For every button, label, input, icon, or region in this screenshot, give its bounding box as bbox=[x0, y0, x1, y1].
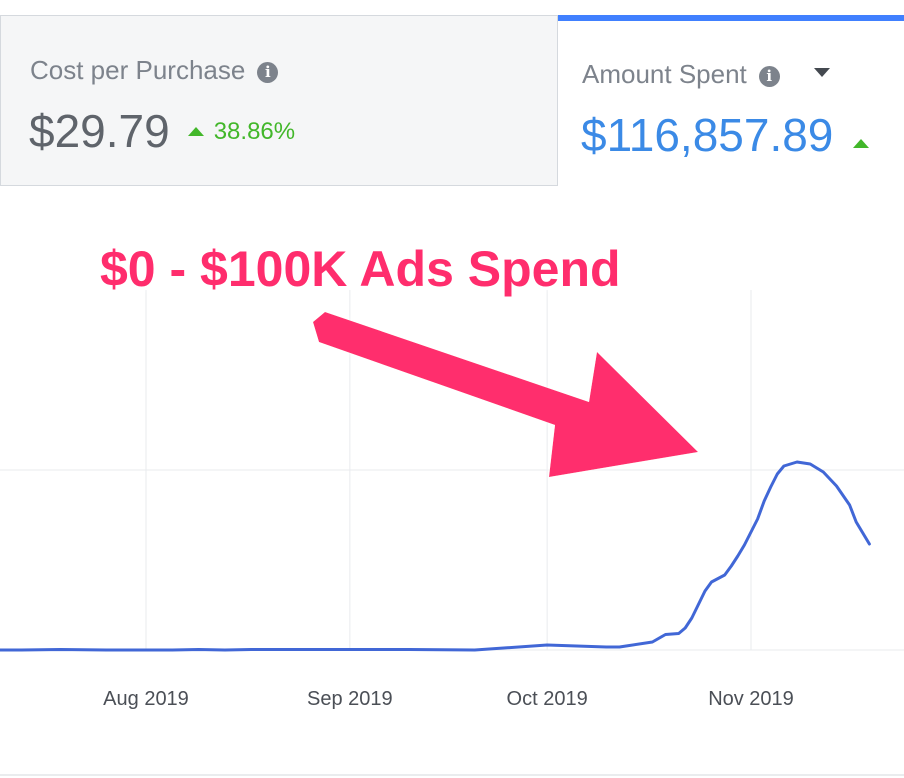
cost-per-purchase-value-row: $29.79 38.86% bbox=[29, 104, 295, 158]
amount-spent-chart: Aug 2019 Sep 2019 Oct 2019 Nov 2019 bbox=[0, 290, 904, 776]
annotation-arrow-shape bbox=[313, 312, 698, 477]
amount-spent-value: $116,857.89 bbox=[581, 109, 834, 161]
cost-per-purchase-delta: 38.86% bbox=[187, 118, 296, 145]
annotation-arrow bbox=[313, 312, 698, 477]
trend-up-icon bbox=[187, 127, 204, 136]
spend-annotation: $0 - $100K Ads Spend bbox=[100, 241, 621, 297]
cost-per-purchase-delta-text: 38.86% bbox=[213, 118, 296, 145]
cost-per-purchase-card[interactable]: Cost per Purchase i $29.79 38.86% bbox=[0, 16, 558, 186]
amount-spent-label-text: Amount Spent bbox=[582, 59, 747, 89]
x-tick-label: Oct 2019 bbox=[507, 688, 588, 710]
x-tick-label: Sep 2019 bbox=[307, 688, 393, 710]
metric-row: Cost per Purchase i $29.79 38.86% Amount S… bbox=[0, 0, 904, 186]
trend-up-icon bbox=[853, 139, 870, 148]
chart-series bbox=[0, 460, 871, 652]
series-line bbox=[0, 460, 871, 652]
x-tick-label: Aug 2019 bbox=[103, 688, 189, 710]
info-icon[interactable]: i bbox=[257, 62, 279, 83]
cost-per-purchase-label-text: Cost per Purchase bbox=[30, 55, 246, 85]
amount-spent-value-row: $116,857.89 bbox=[581, 108, 879, 162]
x-tick-label: Nov 2019 bbox=[708, 688, 794, 710]
x-axis-ticks: Aug 2019 Sep 2019 Oct 2019 Nov 2019 bbox=[103, 688, 794, 710]
info-icon[interactable]: i bbox=[758, 66, 780, 87]
top-divider bbox=[0, 15, 558, 16]
cost-per-purchase-value: $29.79 bbox=[29, 105, 170, 157]
cost-per-purchase-label: Cost per Purchase i bbox=[30, 55, 279, 86]
amount-spent-card[interactable]: Amount Spent i $116,857.89 bbox=[558, 15, 904, 185]
chevron-down-icon[interactable] bbox=[813, 68, 830, 77]
amount-spent-label: Amount Spent i bbox=[582, 59, 830, 90]
